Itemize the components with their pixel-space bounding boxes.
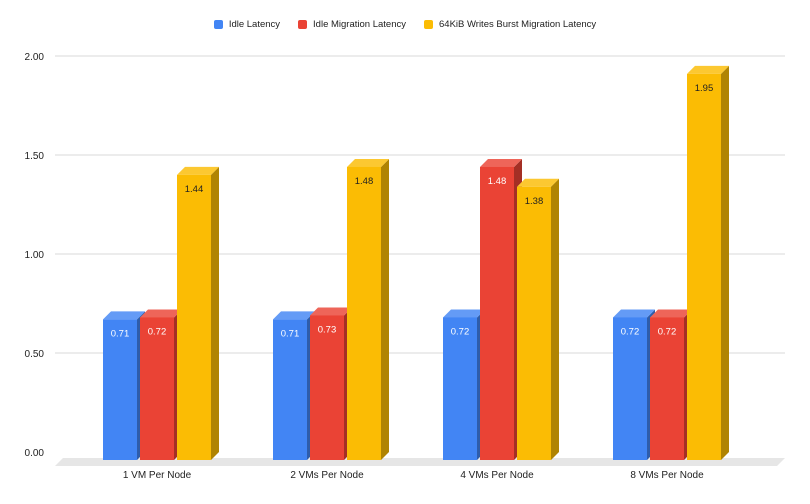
x-tick-label: 4 VMs Per Node (460, 470, 534, 481)
data-label: 0.72 (658, 326, 677, 337)
data-label: 1.95 (695, 83, 714, 94)
y-tick-label: 2.00 (25, 52, 45, 63)
bar (310, 315, 344, 460)
bar-top (103, 311, 145, 320)
bar-top (273, 311, 315, 320)
bar-top (347, 158, 389, 167)
legend-label-idle-latency: Idle Latency (228, 19, 281, 30)
bar-side (551, 178, 559, 460)
data-label: 0.73 (318, 324, 337, 335)
bar-side (211, 166, 219, 460)
bar (140, 317, 174, 460)
data-label: 0.72 (451, 326, 470, 337)
legend-item-idle-migration-latency[interactable]: Idle Migration Latency (298, 19, 406, 30)
data-label: 0.71 (281, 328, 300, 339)
data-label: 1.44 (185, 184, 204, 195)
legend-label-burst-migration-latency: 64KiB Writes Burst Migration Latency (439, 19, 597, 30)
data-label: 1.38 (525, 196, 544, 207)
bar-top (443, 309, 485, 318)
data-label: 0.72 (621, 326, 640, 337)
y-tick-label: 0.50 (25, 349, 45, 360)
bar-top (613, 309, 655, 318)
bar-top (517, 178, 559, 187)
legend-swatch-burst-migration-latency (424, 20, 433, 29)
x-tick-label: 8 VMs Per Node (630, 470, 704, 481)
bar (517, 186, 551, 460)
legend-item-idle-latency[interactable]: Idle Latency (213, 19, 281, 30)
bar-top (140, 309, 182, 318)
bar-top (310, 307, 352, 316)
bar-top (650, 309, 692, 318)
bar (347, 166, 381, 460)
legend-swatch-idle-latency (213, 20, 223, 29)
legend: Idle Latency Idle Migration Latency 64Ki… (0, 19, 810, 30)
data-label: 0.71 (111, 328, 130, 339)
bar-top (687, 65, 729, 74)
bar (177, 174, 211, 460)
chart-floor (55, 458, 785, 466)
data-label: 1.48 (488, 176, 507, 187)
bar (650, 317, 684, 460)
data-label: 1.48 (355, 176, 374, 187)
bar (273, 319, 307, 460)
bar (103, 319, 137, 460)
legend-label-idle-migration-latency: Idle Migration Latency (313, 19, 406, 30)
bar-top (177, 166, 219, 175)
bar (480, 166, 514, 460)
legend-swatch-idle-migration-latency (298, 20, 308, 29)
bar (613, 317, 647, 460)
bar-side (381, 158, 389, 460)
y-tick-label: 1.50 (25, 151, 45, 162)
bar (443, 317, 477, 460)
y-tick-label: 1.00 (25, 250, 45, 261)
bar-top (480, 158, 522, 167)
legend-item-burst-migration-latency[interactable]: 64KiB Writes Burst Migration Latency (424, 19, 596, 30)
y-tick-label: 0.00 (25, 448, 45, 459)
x-tick-label: 1 VM Per Node (123, 470, 192, 481)
bar-side (721, 65, 729, 461)
x-tick-label: 2 VMs Per Node (290, 470, 364, 481)
bar (687, 73, 721, 461)
data-label: 0.72 (148, 326, 167, 337)
